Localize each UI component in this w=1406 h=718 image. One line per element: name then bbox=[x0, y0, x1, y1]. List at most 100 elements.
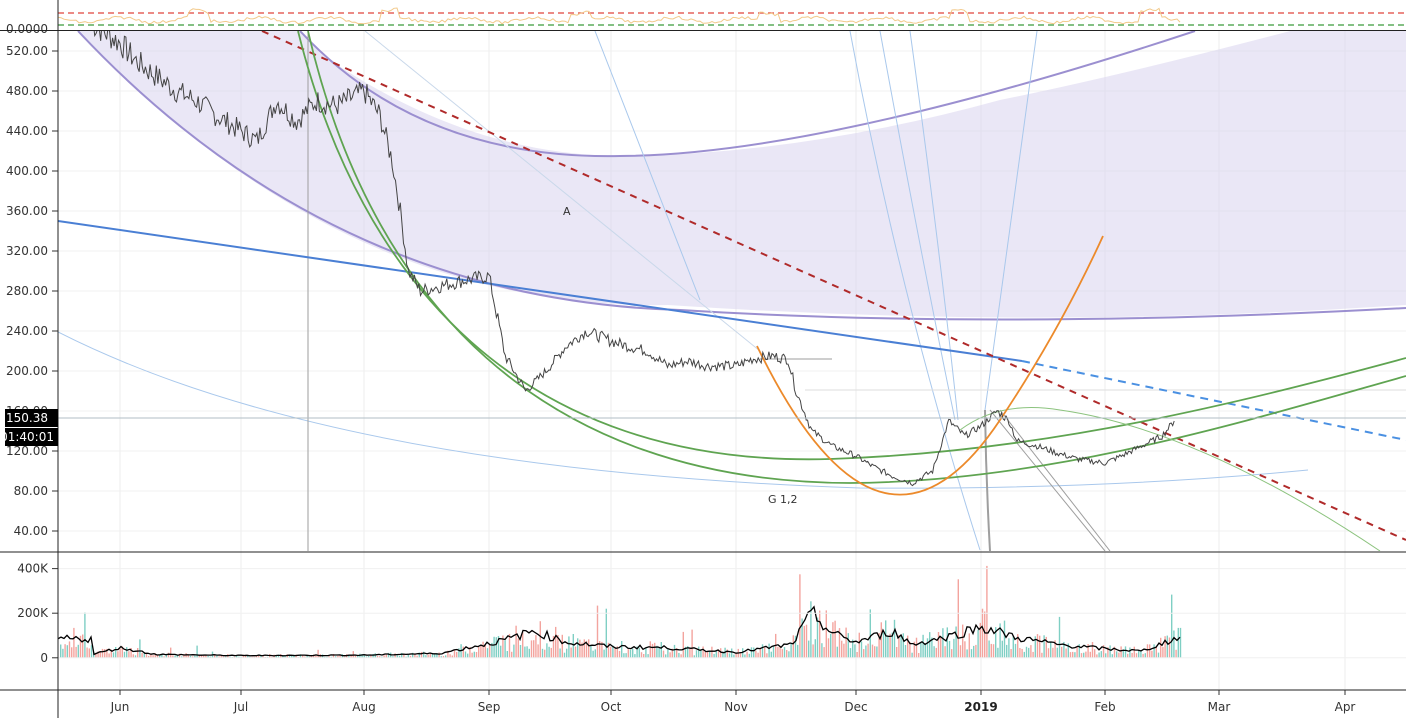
price-tick-label-2: 440.00 bbox=[6, 124, 48, 138]
volume-bar-437 bbox=[1021, 648, 1023, 658]
volume-bar-396 bbox=[931, 637, 933, 658]
volume-bar-297 bbox=[713, 653, 715, 658]
volume-bar-467 bbox=[1087, 644, 1089, 658]
volume-bar-264 bbox=[640, 652, 643, 658]
time-x-axis[interactable]: Jun Jul Aug Sep Oct Nov Dec 2019 Feb Mar Apr bbox=[110, 690, 1356, 714]
volume-bar-442 bbox=[1032, 651, 1034, 658]
volume-bar-116 bbox=[315, 654, 317, 658]
volume-bar-391 bbox=[920, 642, 922, 658]
volume-bar-398 bbox=[935, 647, 937, 658]
volume-bar-486 bbox=[1129, 647, 1131, 658]
volume-bar-230 bbox=[566, 648, 568, 658]
volume-bar-288 bbox=[693, 655, 695, 658]
volume-bar-226 bbox=[557, 635, 559, 658]
volume-bar-91 bbox=[260, 655, 262, 658]
volume-bar-279 bbox=[673, 644, 676, 658]
volume-bar-209 bbox=[519, 645, 522, 658]
volume-bar-493 bbox=[1144, 653, 1146, 658]
volume-bar-114 bbox=[310, 655, 313, 658]
volume-bar-455 bbox=[1061, 646, 1063, 658]
volume-bar-433 bbox=[1012, 635, 1014, 658]
volume-bar-367 bbox=[867, 643, 869, 658]
volume-bar-133 bbox=[352, 651, 354, 658]
volume-bar-346 bbox=[821, 643, 823, 658]
blue-trendline bbox=[58, 220, 1023, 362]
x-tick-label-6: Dec bbox=[844, 700, 867, 714]
volume-bar-329 bbox=[783, 647, 786, 658]
volume-bar-333 bbox=[792, 635, 794, 658]
volume-bar-489 bbox=[1135, 653, 1138, 658]
volume-bar-206 bbox=[513, 644, 515, 658]
volume-bar-234 bbox=[574, 646, 577, 658]
volume-bar-284 bbox=[684, 646, 687, 658]
volume-bar-420 bbox=[984, 611, 986, 658]
volume-bar-107 bbox=[295, 654, 297, 658]
volume-bar-474 bbox=[1102, 645, 1105, 658]
volume-bar-456 bbox=[1063, 641, 1065, 658]
volume-bar-475 bbox=[1105, 653, 1107, 658]
volume-bar-448 bbox=[1045, 636, 1047, 658]
volume-bar-385 bbox=[907, 635, 909, 658]
volume-bar-11 bbox=[84, 612, 86, 658]
price-tick-label-6: 280.00 bbox=[6, 284, 48, 298]
volume-bar-425 bbox=[995, 627, 997, 658]
volume-bar-35 bbox=[137, 648, 139, 658]
volume-bar-197 bbox=[493, 636, 495, 658]
volume-bar-251 bbox=[612, 645, 614, 658]
volume-bar-452 bbox=[1054, 640, 1056, 658]
volume-bar-282 bbox=[680, 654, 682, 658]
volume-bar-254 bbox=[618, 651, 621, 658]
price-tick-label-5: 320.00 bbox=[6, 244, 48, 258]
volume-bar-198 bbox=[495, 637, 497, 658]
volume-bar-402 bbox=[944, 646, 946, 658]
volume-bar-232 bbox=[570, 647, 572, 658]
x-tick-label-4: Oct bbox=[601, 700, 622, 714]
volume-bar-192 bbox=[482, 641, 484, 658]
volume-bar-23 bbox=[110, 649, 112, 658]
volume-bar-163 bbox=[418, 652, 420, 658]
volume-bar-132 bbox=[350, 655, 352, 658]
volume-y-axis[interactable]: 400K 200K 0 bbox=[17, 562, 1406, 665]
price-tick-label-0: 520.00 bbox=[6, 44, 48, 58]
volume-bar-156 bbox=[403, 653, 405, 658]
volume-bar-85 bbox=[247, 656, 249, 658]
volume-bar-287 bbox=[691, 629, 693, 658]
volume-bar-403 bbox=[946, 627, 948, 658]
volume-bar-427 bbox=[999, 623, 1001, 658]
volume-bar-375 bbox=[885, 620, 887, 658]
volume-bar-503 bbox=[1166, 635, 1168, 658]
volume-bar-125 bbox=[335, 656, 337, 658]
volume-bar-392 bbox=[922, 634, 924, 658]
volume-bar-27 bbox=[119, 648, 121, 658]
volume-bar-194 bbox=[486, 648, 489, 658]
volume-bar-434 bbox=[1014, 643, 1017, 658]
volume-bar-9 bbox=[79, 635, 82, 658]
volume-bar-487 bbox=[1131, 652, 1133, 658]
volume-bar-293 bbox=[704, 651, 706, 658]
volume-bar-465 bbox=[1083, 652, 1085, 658]
volume-bar-72 bbox=[218, 656, 220, 658]
volume-bar-135 bbox=[357, 656, 359, 658]
volume-bar-431 bbox=[1008, 638, 1010, 658]
volume-bar-52 bbox=[174, 655, 176, 658]
volume-bar-22 bbox=[108, 653, 110, 658]
volume-bar-482 bbox=[1120, 646, 1122, 658]
volume-bar-173 bbox=[440, 656, 442, 658]
volume-bar-326 bbox=[777, 646, 779, 658]
volume-bar-183 bbox=[462, 646, 464, 658]
volume-bar-332 bbox=[790, 643, 792, 658]
x-tick-label-7: 2019 bbox=[964, 700, 997, 714]
volume-bar-0 bbox=[60, 644, 62, 658]
volume-bar-157 bbox=[405, 656, 407, 658]
volume-bar-473 bbox=[1100, 651, 1102, 658]
volume-bar-141 bbox=[370, 655, 372, 658]
light-blue-line-2 bbox=[594, 31, 701, 301]
volume-bar-330 bbox=[786, 650, 788, 658]
volume-bar-41 bbox=[150, 653, 152, 658]
volume-bar-384 bbox=[904, 645, 907, 658]
volume-bar-42 bbox=[152, 655, 154, 658]
volume-bar-3 bbox=[66, 645, 68, 658]
volume-bar-368 bbox=[869, 609, 871, 658]
countdown-value: 01:40:01 bbox=[0, 430, 54, 444]
